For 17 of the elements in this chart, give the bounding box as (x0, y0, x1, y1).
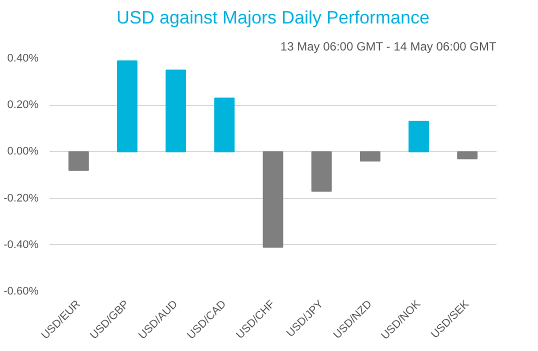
bar (262, 151, 284, 248)
bar (214, 98, 235, 152)
y-tick-label: -0.20% (4, 192, 39, 204)
bar (117, 60, 138, 152)
chart-title: USD against Majors Daily Performance (116, 8, 430, 28)
bar (68, 151, 89, 171)
y-tick-label: 0.40% (7, 52, 39, 64)
y-tick-label: -0.40% (4, 238, 39, 251)
chart-subtitle: 13 May 06:00 GMT - 14 May 06:00 GMT (280, 40, 497, 54)
bar (311, 151, 332, 192)
bar (166, 70, 186, 152)
bar (457, 151, 478, 160)
y-tick-label: 0.00% (7, 146, 39, 158)
y-tick-label: -0.60% (4, 286, 39, 298)
bar (408, 120, 429, 152)
bar (360, 151, 380, 162)
y-tick-label: 0.20% (7, 99, 39, 112)
